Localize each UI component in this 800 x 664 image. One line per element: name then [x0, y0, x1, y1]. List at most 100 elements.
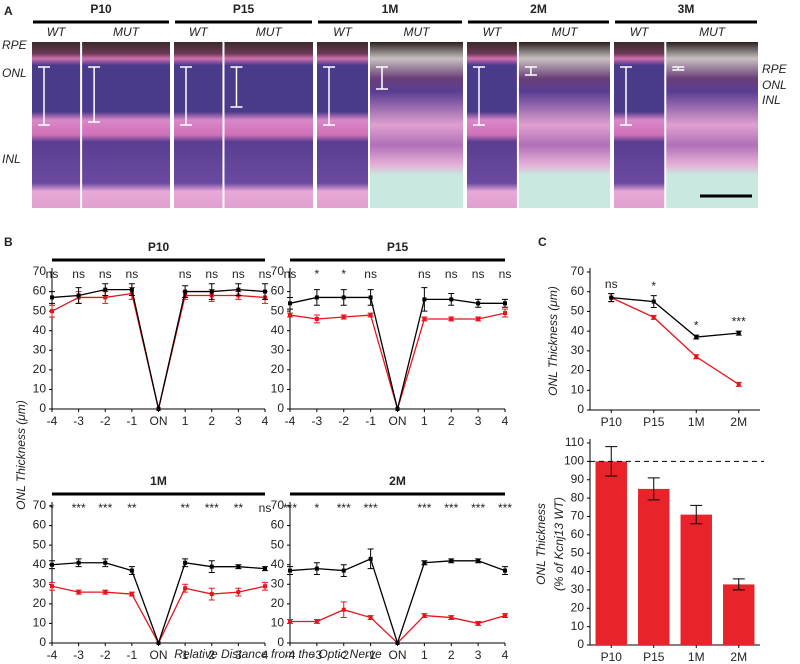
data-point — [341, 315, 346, 320]
data-point — [694, 335, 699, 340]
x-tick-label: 2M — [730, 650, 747, 664]
x-tick-label: 4 — [502, 414, 509, 428]
series-line — [611, 296, 739, 338]
data-point — [422, 316, 427, 321]
x-tick-label: 4 — [262, 414, 269, 428]
y-axis-label: ONL Thickness (μm) — [14, 400, 28, 510]
data-point — [288, 301, 292, 306]
condition-label: WT — [630, 25, 650, 39]
bar — [723, 584, 755, 645]
x-tick-label: 1 — [182, 414, 189, 428]
data-point — [288, 313, 292, 318]
x-tick-label: ON — [389, 414, 407, 428]
x-tick-label: -2 — [338, 414, 349, 428]
bar — [638, 488, 670, 645]
data-point — [76, 590, 81, 595]
condition-label: MUT — [699, 25, 727, 39]
data-point — [209, 592, 214, 597]
y-tick-label: 50 — [33, 303, 47, 317]
significance-label: ns — [99, 267, 112, 281]
y-tick-label: 0 — [39, 635, 46, 649]
x-tick-label: P15 — [643, 415, 665, 429]
significance-label: *** — [471, 501, 485, 515]
data-point — [314, 295, 319, 300]
significance-label: ** — [180, 501, 190, 515]
y-tick-label: 0 — [277, 635, 284, 649]
x-tick-label: ON — [150, 648, 168, 662]
data-point — [263, 289, 267, 294]
significance-label: *** — [732, 314, 746, 328]
y-tick-label: 10 — [33, 382, 47, 396]
y-tick-label: 60 — [571, 284, 585, 298]
series-line — [51, 288, 266, 410]
series-line — [289, 296, 505, 410]
data-point — [476, 621, 481, 626]
x-tick-label: 2 — [208, 414, 215, 428]
histology-image — [224, 42, 313, 208]
y-tick-label: 70 — [571, 509, 585, 523]
significance-label: * — [50, 501, 55, 515]
series-line — [51, 585, 266, 645]
x-tick-label: 3 — [235, 648, 242, 662]
y-axis-label: ONL Thickness — [534, 503, 548, 585]
y-tick-label: 70 — [33, 498, 47, 512]
data-point — [314, 316, 319, 321]
significance-label: ns — [179, 267, 192, 281]
layer-label: INL — [762, 93, 781, 107]
x-tick-label: ON — [150, 414, 168, 428]
y-tick-label: 20 — [33, 362, 47, 376]
y-tick-label: 90 — [571, 472, 585, 486]
y-tick-label: 70 — [33, 264, 47, 278]
data-point — [103, 295, 108, 300]
significance-label: ns — [418, 267, 431, 281]
data-point — [50, 562, 54, 567]
layer-label: RPE — [2, 38, 28, 52]
data-point — [103, 287, 108, 292]
x-tick-label: 1 — [421, 414, 428, 428]
x-tick-label: -2 — [100, 414, 111, 428]
significance-label: ns — [259, 267, 272, 281]
data-point — [236, 590, 241, 595]
significance-label: ns — [205, 267, 218, 281]
x-tick-label: P10 — [601, 415, 623, 429]
data-point — [476, 558, 481, 563]
y-tick-label: 10 — [271, 382, 285, 396]
data-point — [129, 568, 134, 573]
chart-title: 2M — [389, 474, 406, 488]
x-tick-label: -3 — [312, 648, 323, 662]
y-tick-label: 50 — [33, 537, 47, 551]
condition-label: WT — [483, 25, 503, 39]
x-tick-label: -2 — [338, 648, 349, 662]
y-tick-label: 60 — [271, 518, 285, 532]
data-point — [503, 613, 507, 618]
data-point — [236, 564, 241, 569]
y-tick-label: 60 — [33, 518, 47, 532]
x-tick-label: ON — [389, 648, 407, 662]
y-tick-label: 80 — [571, 490, 585, 504]
x-tick-label: 2 — [208, 648, 215, 662]
y-tick-label: 0 — [39, 401, 46, 415]
y-tick-label: 0 — [577, 637, 584, 651]
panel-label: C — [538, 235, 547, 249]
significance-label: ns — [126, 267, 139, 281]
data-point — [368, 313, 373, 318]
significance-label: ns — [445, 267, 458, 281]
condition-label: MUT — [113, 25, 141, 39]
data-point — [314, 566, 319, 571]
y-tick-label: 70 — [271, 264, 285, 278]
data-point — [50, 295, 54, 300]
data-point — [341, 607, 346, 612]
data-point — [503, 311, 507, 316]
x-tick-label: 2 — [448, 648, 455, 662]
data-point — [76, 293, 81, 298]
y-tick-label: 60 — [571, 527, 585, 541]
data-point — [183, 289, 188, 294]
y-tick-label: 100 — [564, 454, 584, 468]
significance-label: ** — [234, 501, 244, 515]
age-label: 3M — [678, 2, 695, 16]
significance-label: ns — [232, 267, 245, 281]
y-tick-label: 40 — [33, 557, 47, 571]
x-tick-label: 3 — [235, 414, 242, 428]
error-bar — [647, 477, 660, 501]
